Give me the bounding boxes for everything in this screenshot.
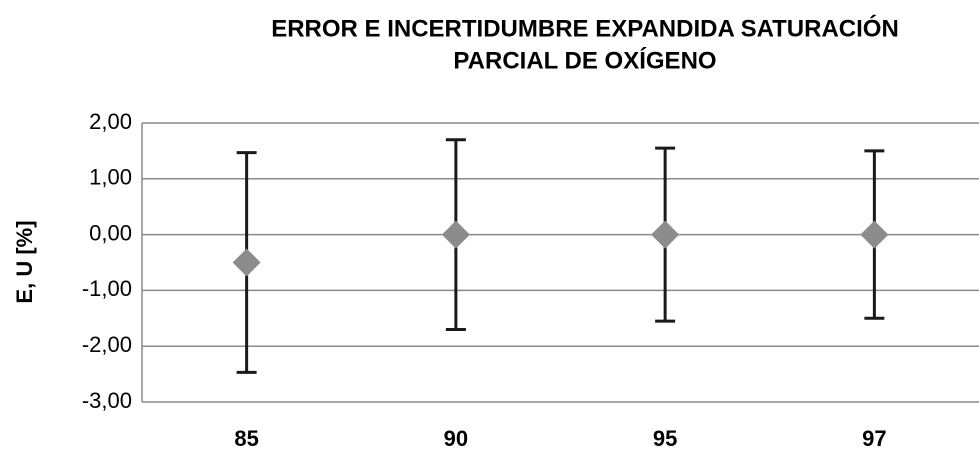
y-tick-label: 0,00	[89, 220, 132, 245]
x-tick-label: 95	[653, 426, 677, 451]
marker	[651, 220, 680, 249]
x-tick-label: 90	[444, 426, 468, 451]
x-tick-label: 85	[234, 426, 258, 451]
y-tick-label: 1,00	[89, 165, 132, 190]
y-axis-label: E, U [%]	[12, 220, 37, 303]
y-tick-label: -2,00	[82, 332, 132, 357]
marker	[441, 220, 470, 249]
marker	[860, 220, 889, 249]
y-tick-label: -3,00	[82, 388, 132, 413]
marker	[232, 248, 261, 277]
chart-title: PARCIAL DE OXÍGENO	[453, 46, 716, 74]
x-tick-label: 97	[862, 426, 886, 451]
y-tick-label: -1,00	[82, 276, 132, 301]
chart-title: ERROR E INCERTIDUMBRE EXPANDIDA SATURACI…	[271, 14, 899, 42]
y-tick-label: 2,00	[89, 109, 132, 134]
